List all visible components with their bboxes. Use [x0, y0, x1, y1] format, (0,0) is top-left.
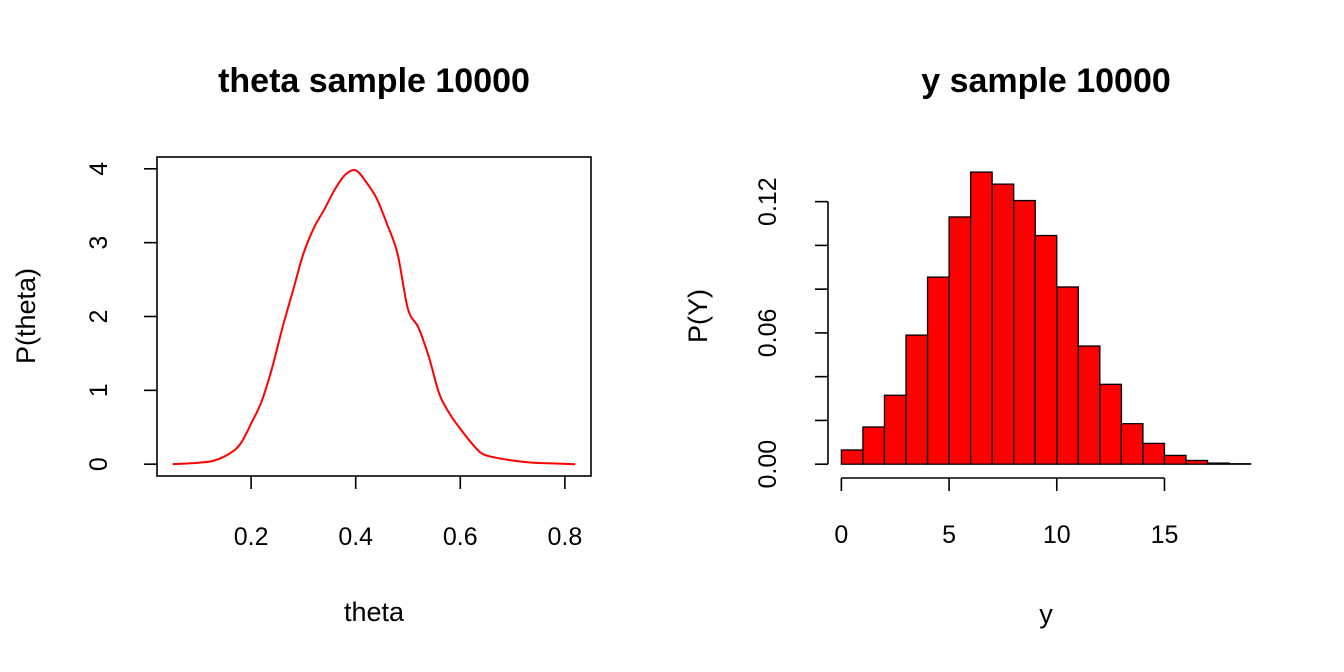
histogram-bar [948, 216, 972, 465]
histogram-bar [1099, 383, 1123, 465]
density-x-tick-label: 0.6 [443, 523, 478, 551]
density-plot-box [156, 156, 592, 477]
density-x-tick-label: 0.8 [547, 523, 582, 551]
histogram-x-tick-label: 10 [1043, 521, 1071, 549]
density-curve [172, 168, 576, 466]
density-y-tick-label: 4 [85, 162, 113, 176]
histogram-bar [883, 394, 907, 465]
histogram-x-axis: 0 5 10 15 [834, 477, 1179, 549]
histogram-bar [991, 183, 1015, 465]
density-y-axis: 0 1 2 3 4 [85, 162, 157, 471]
histogram-panel: y sample 10000 y P(Y) 0 5 10 15 0.00 0.06 0.1… [683, 62, 1252, 629]
histogram-bar [1120, 423, 1144, 465]
histogram-bar [905, 334, 929, 465]
density-y-tick-label: 2 [85, 310, 113, 324]
density-y-tick-label: 0 [85, 457, 113, 471]
density-y-label: P(theta) [11, 268, 41, 364]
histogram-x-label: y [1039, 599, 1053, 629]
histogram-bar [1056, 286, 1079, 465]
histogram-bar [926, 276, 950, 465]
density-y-tick-label: 3 [85, 236, 113, 250]
histogram-bar [1185, 459, 1209, 465]
histogram-bar [1163, 454, 1187, 465]
histogram-bar [1013, 199, 1036, 465]
histogram-y-tick-label: 0.00 [754, 440, 782, 489]
histogram-bar [1077, 345, 1101, 465]
histogram-bar [1142, 442, 1166, 465]
histogram-bar [1034, 234, 1058, 465]
histogram-x-tick-label: 15 [1151, 521, 1179, 549]
histogram-y-tick-label: 0.12 [754, 177, 782, 226]
density-x-label: theta [344, 597, 405, 627]
histogram-x-tick-label: 0 [834, 521, 848, 549]
histogram-y-axis: 0.00 0.06 0.12 [754, 177, 829, 489]
histogram-bar [840, 449, 864, 465]
density-x-tick-label: 0.2 [234, 523, 269, 551]
density-x-axis: 0.2 0.4 0.6 0.8 [234, 476, 582, 551]
density-panel: theta sample 10000 theta P(theta) 0.2 0.4… [11, 62, 592, 627]
histogram-bar [862, 426, 886, 465]
histogram-bar [969, 171, 993, 465]
histogram-y-label: P(Y) [683, 289, 713, 343]
density-x-tick-label: 0.4 [338, 523, 373, 551]
histogram-title: y sample 10000 [921, 62, 1171, 100]
histogram-x-tick-label: 5 [942, 521, 956, 549]
density-title: theta sample 10000 [218, 62, 530, 100]
histogram-bars [840, 171, 1252, 465]
histogram-bar [1206, 462, 1230, 465]
histogram-y-tick-label: 0.06 [754, 309, 782, 358]
density-y-tick-label: 1 [85, 383, 113, 397]
